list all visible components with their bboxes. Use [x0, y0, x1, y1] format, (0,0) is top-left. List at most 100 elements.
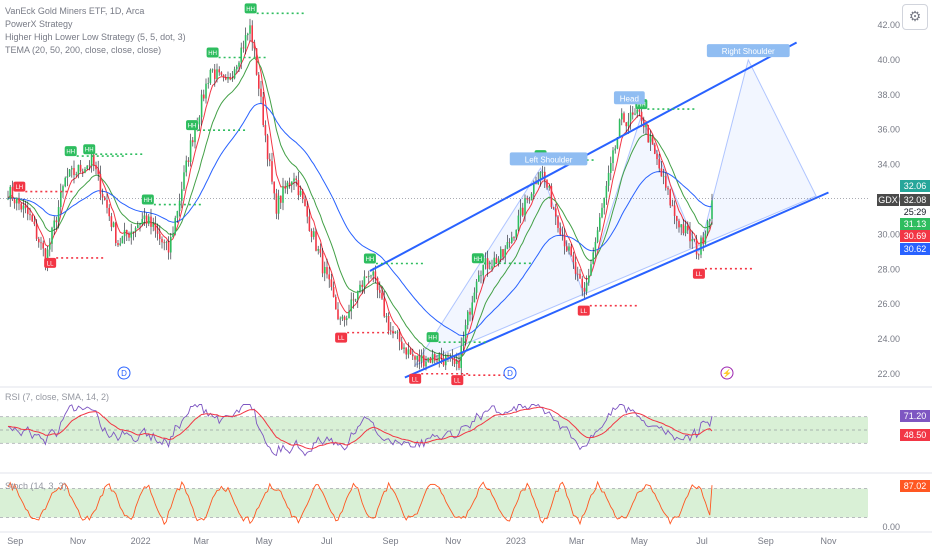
dividend-event-icon-circle [503, 366, 517, 380]
ticker-label[interactable]: GDX [877, 194, 899, 206]
candle-body [636, 109, 638, 114]
candle-body [266, 135, 269, 160]
candle-body [605, 185, 608, 198]
candle-body [511, 237, 513, 243]
right-shoulder-label: Right Shoulder [722, 47, 775, 56]
candle-body [123, 230, 126, 237]
study-tema[interactable]: TEMA (20, 50, 200, close, close, close) [5, 45, 162, 55]
x-tick-label: Jul [696, 536, 708, 546]
candle-body [282, 186, 284, 203]
candle-body [22, 205, 25, 210]
candle-body [27, 208, 29, 215]
candle-body [46, 249, 49, 265]
candle-body [632, 112, 634, 115]
candle-body [669, 189, 671, 206]
candle-body [11, 186, 14, 200]
hhll-marker [244, 3, 257, 14]
candle-body [478, 275, 480, 282]
candle-body [431, 354, 434, 363]
stoch-band [0, 488, 868, 518]
hhll-marker-label: HH [428, 336, 437, 342]
dividend-event-icon-circle [117, 366, 131, 380]
candle-body [84, 169, 86, 173]
candle-body [178, 200, 181, 211]
candle-body [678, 220, 680, 228]
dividend-event-icon: D [507, 369, 513, 378]
candle-body [9, 186, 11, 199]
candle-body [700, 237, 702, 255]
candle-body [640, 111, 643, 122]
candle-body [618, 119, 621, 138]
candle-body [244, 35, 247, 49]
candle-body [341, 316, 344, 319]
candle-body [453, 358, 456, 364]
candle-body [458, 361, 460, 369]
candle-body [603, 197, 605, 208]
candle-body [504, 248, 506, 257]
hhll-marker [363, 253, 376, 264]
candle-body [134, 228, 137, 232]
candle-body [709, 218, 711, 222]
candle-body [365, 276, 368, 278]
candle-body [159, 233, 161, 239]
hhll-marker [577, 305, 590, 316]
candle-body [409, 349, 412, 355]
candle-body [42, 242, 44, 249]
candle-body [464, 325, 467, 338]
study-powerx[interactable]: PowerX Strategy [5, 19, 73, 29]
candle-body [93, 154, 95, 165]
candle-body [599, 217, 601, 231]
candle-body [20, 203, 22, 210]
candle-body [491, 266, 493, 269]
candle-body [427, 357, 429, 362]
candle-body [99, 173, 102, 194]
candle-body [412, 354, 414, 357]
x-tick-label: May [256, 536, 274, 546]
candle-body [108, 207, 110, 217]
candle-body [522, 207, 524, 216]
candle-body [38, 238, 40, 243]
study-hhll[interactable]: Higher High Lower Low Strategy (5, 5, do… [5, 32, 186, 42]
stoch-pane-label[interactable]: Stoch (14, 3, 3) [5, 481, 67, 491]
candle-body [181, 189, 183, 201]
rsi-pane-label[interactable]: RSI (7, close, SMA, 14, 2) [5, 392, 110, 402]
candle-body [689, 230, 691, 242]
candle-body [548, 186, 550, 188]
x-tick-label: May [631, 536, 649, 546]
candle-body [97, 169, 99, 174]
candle-body [662, 176, 665, 178]
symbol-title[interactable]: VanEck Gold Miners ETF, 1D, Arca [5, 6, 145, 16]
hhll-marker-label: LL [454, 379, 461, 385]
candle-body [621, 113, 623, 120]
candle-body [480, 275, 482, 277]
candle-body [121, 236, 124, 244]
candle-body [137, 224, 139, 229]
hhll-marker-label: HH [366, 257, 375, 263]
split-event-circle [720, 366, 734, 380]
candle-body [187, 160, 190, 162]
candle-body [150, 216, 152, 227]
candle-body [656, 153, 658, 160]
candle-body [352, 299, 355, 301]
hhll-marker-label: HH [208, 51, 217, 57]
candle-body [211, 69, 214, 71]
candle-body [71, 168, 73, 170]
candle-body [561, 234, 564, 236]
chart-settings-button[interactable]: ⚙ [902, 4, 928, 30]
candle-body [577, 273, 579, 275]
candle-body [451, 356, 454, 359]
candle-body [682, 224, 685, 234]
candle-body [711, 200, 713, 219]
y-tick-label: 22.00 [877, 369, 900, 379]
candle-body [385, 315, 388, 317]
candle-body [539, 172, 542, 181]
hhll-marker [206, 47, 219, 58]
candle-body [242, 47, 245, 49]
x-tick-label: Sep [758, 536, 774, 546]
candle-body [53, 220, 55, 228]
candle-body [425, 361, 427, 367]
candle-body [40, 242, 42, 244]
tema-mid-line [7, 57, 713, 360]
hhll-marker-label: LL [47, 261, 54, 267]
